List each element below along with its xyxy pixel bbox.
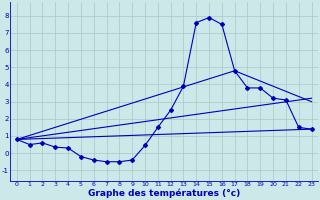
X-axis label: Graphe des températures (°c): Graphe des températures (°c) <box>88 188 240 198</box>
